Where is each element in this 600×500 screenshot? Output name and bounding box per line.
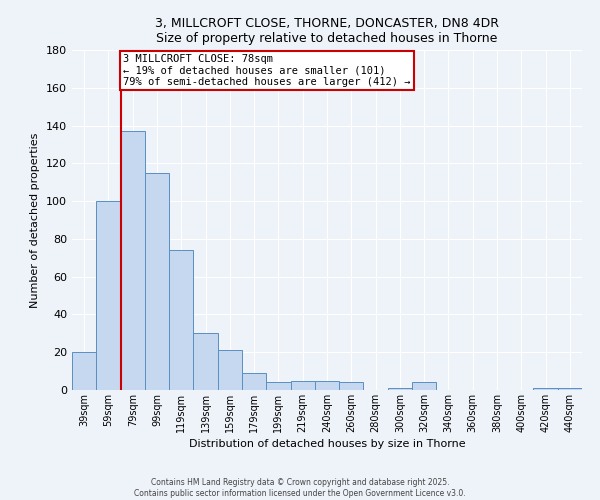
Bar	[242, 373, 266, 390]
Title: 3, MILLCROFT CLOSE, THORNE, DONCASTER, DN8 4DR
Size of property relative to deta: 3, MILLCROFT CLOSE, THORNE, DONCASTER, D…	[155, 16, 499, 44]
Bar	[72, 352, 96, 390]
Bar	[121, 131, 145, 390]
Bar	[145, 173, 169, 390]
Bar	[193, 334, 218, 390]
Text: Contains HM Land Registry data © Crown copyright and database right 2025.
Contai: Contains HM Land Registry data © Crown c…	[134, 478, 466, 498]
Bar	[218, 350, 242, 390]
Bar	[266, 382, 290, 390]
Bar	[412, 382, 436, 390]
Bar	[339, 382, 364, 390]
Y-axis label: Number of detached properties: Number of detached properties	[31, 132, 40, 308]
Bar	[558, 388, 582, 390]
X-axis label: Distribution of detached houses by size in Thorne: Distribution of detached houses by size …	[188, 439, 466, 449]
Bar	[315, 380, 339, 390]
Text: 3 MILLCROFT CLOSE: 78sqm
← 19% of detached houses are smaller (101)
79% of semi-: 3 MILLCROFT CLOSE: 78sqm ← 19% of detach…	[123, 54, 410, 87]
Bar	[388, 388, 412, 390]
Bar	[169, 250, 193, 390]
Bar	[290, 380, 315, 390]
Bar	[533, 388, 558, 390]
Bar	[96, 201, 121, 390]
